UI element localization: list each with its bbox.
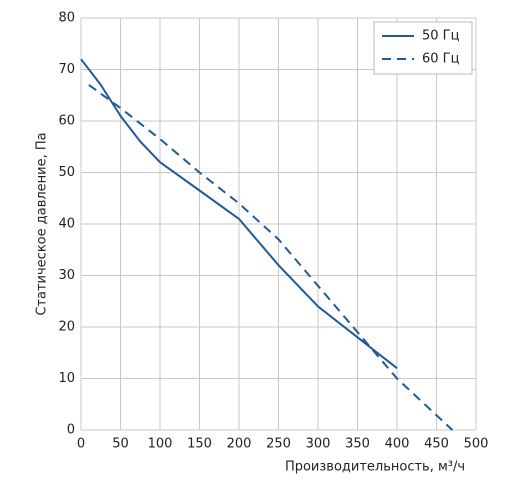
x-tick-label: 0 xyxy=(77,437,85,452)
y-tick-label: 20 xyxy=(58,320,75,335)
x-tick-label: 50 xyxy=(112,437,129,452)
x-tick-label: 450 xyxy=(424,437,449,452)
y-tick-label: 60 xyxy=(58,114,75,129)
y-tick-label: 50 xyxy=(58,165,75,180)
legend-label: 60 Гц xyxy=(422,52,460,67)
x-tick-label: 350 xyxy=(345,437,370,452)
y-tick-label: 0 xyxy=(67,423,75,438)
x-axis-label: Производительность, м³/ч xyxy=(285,460,465,475)
x-tick-label: 250 xyxy=(266,437,291,452)
x-tick-label: 200 xyxy=(227,437,252,452)
legend-box xyxy=(373,21,473,75)
x-tick-label: 150 xyxy=(187,437,212,452)
series-line xyxy=(80,58,398,369)
y-tick-label: 70 xyxy=(58,62,75,77)
y-axis-label: Статическое давление, Па xyxy=(35,132,50,315)
x-tick-label: 300 xyxy=(306,437,331,452)
legend-label: 50 Гц xyxy=(422,29,460,44)
y-tick-label: 10 xyxy=(58,371,75,386)
x-tick-label: 400 xyxy=(385,437,410,452)
series-line xyxy=(88,84,453,431)
x-tick-label: 100 xyxy=(148,437,173,452)
y-tick-label: 40 xyxy=(58,217,75,232)
y-tick-label: 30 xyxy=(58,268,75,283)
y-tick-label: 80 xyxy=(58,11,75,26)
x-tick-label: 500 xyxy=(464,437,489,452)
